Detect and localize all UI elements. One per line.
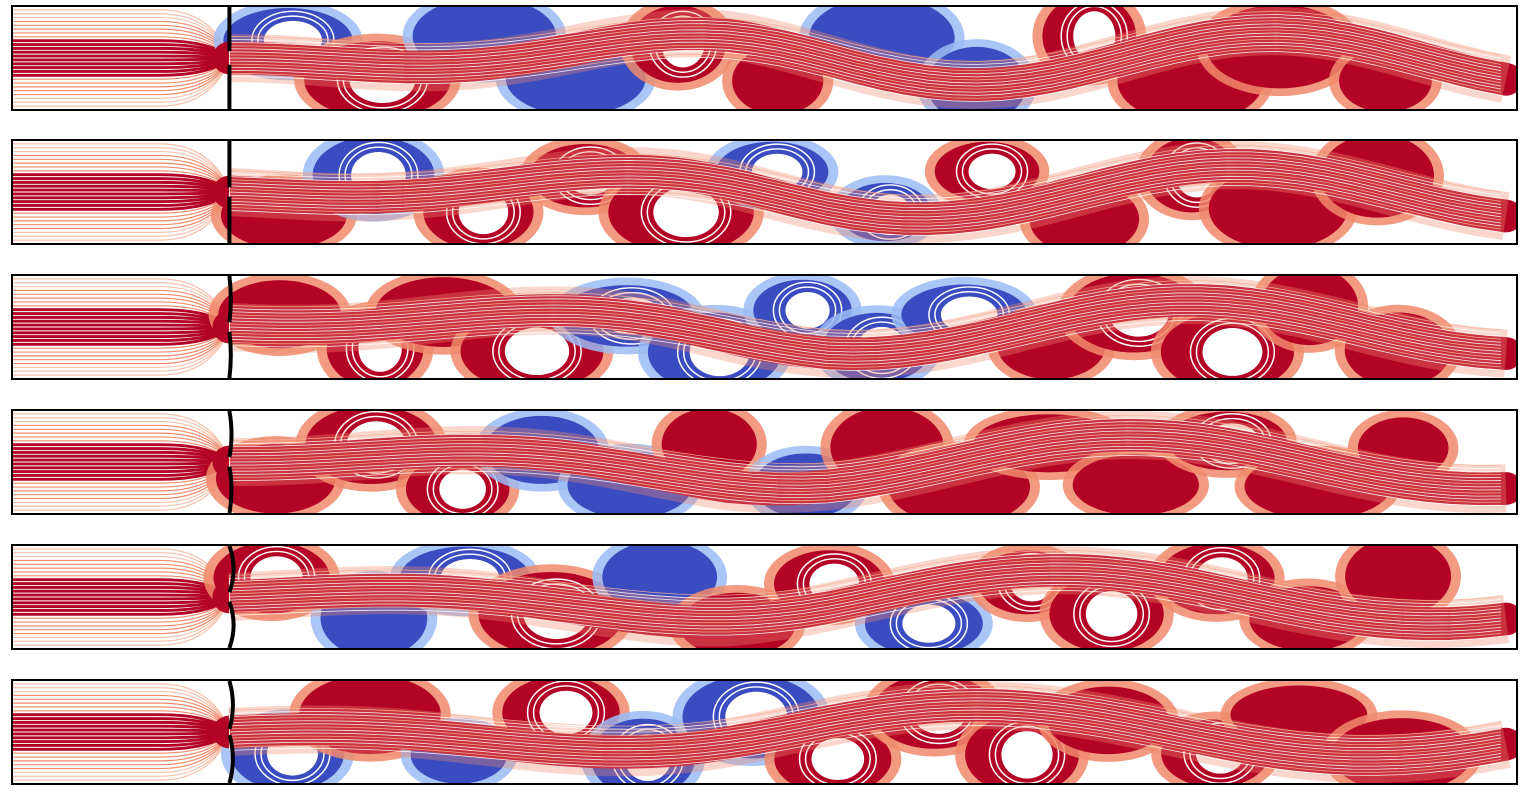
flow-panel-2 <box>11 139 1518 245</box>
vorticity-field <box>13 141 1516 243</box>
streamlines <box>229 145 1502 236</box>
vorticity-field <box>13 276 1516 378</box>
vorticity-field <box>13 681 1516 783</box>
streamlines <box>229 550 1502 641</box>
flow-panel-5 <box>11 544 1518 650</box>
streamlines <box>229 685 1502 776</box>
membrane-wall <box>227 546 236 648</box>
streamlines <box>229 415 1502 506</box>
inlet-streamlines <box>13 278 231 376</box>
flow-panel-3 <box>11 274 1518 380</box>
inlet-streamlines <box>13 683 231 781</box>
flow-panel-4 <box>11 409 1518 515</box>
vorticity-field <box>13 546 1516 648</box>
membrane-wall <box>227 276 233 378</box>
inlet-streamlines <box>13 9 231 107</box>
jet-core <box>212 283 1516 371</box>
vorticity-field <box>13 411 1516 513</box>
inlet-streamlines <box>13 548 231 646</box>
flow-panel-6 <box>11 679 1518 785</box>
inlet-streamlines <box>13 143 231 241</box>
streamlines <box>229 280 1502 371</box>
jet-core <box>212 14 1516 102</box>
flow-panel-1 <box>11 5 1518 111</box>
membrane-wall <box>227 411 234 513</box>
inlet-streamlines <box>13 413 231 511</box>
membrane-wall <box>227 681 235 783</box>
vorticity-field <box>13 7 1516 109</box>
streamlines <box>229 11 1502 102</box>
jet-core <box>212 688 1516 776</box>
